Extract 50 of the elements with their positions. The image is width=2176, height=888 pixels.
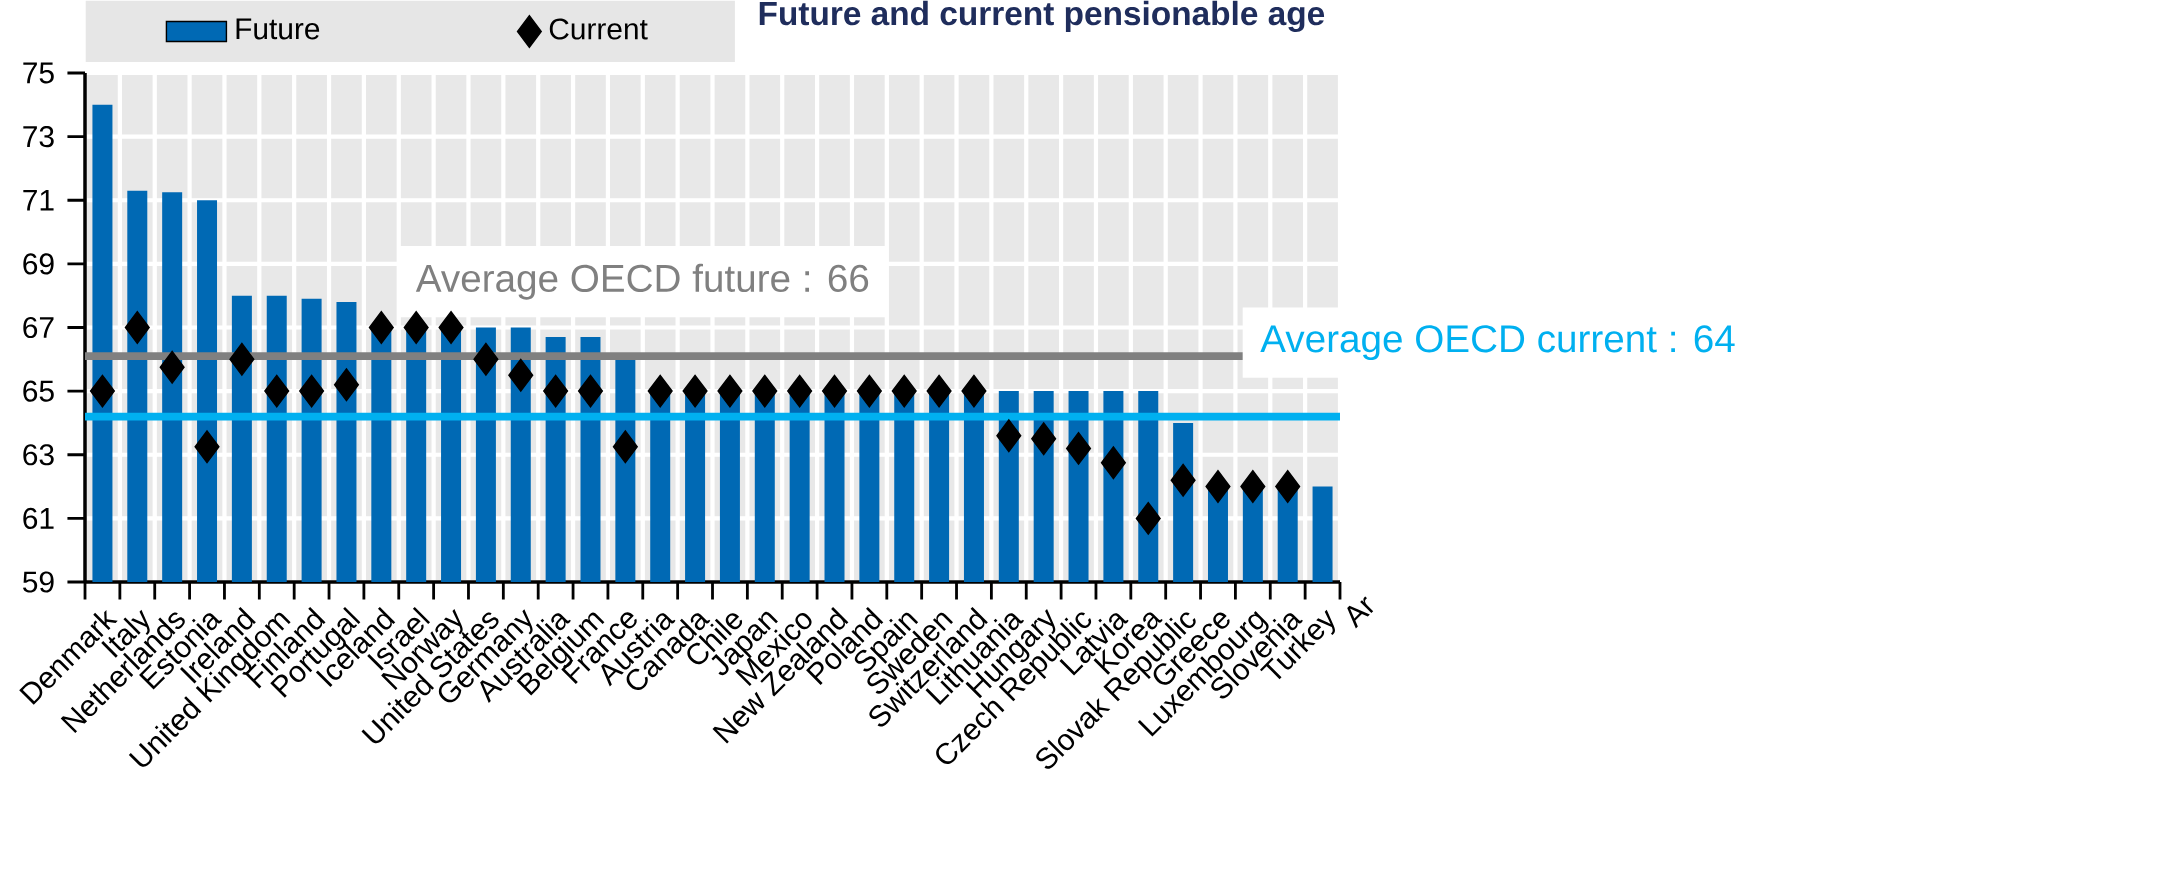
- point: [647, 374, 673, 408]
- point: [89, 374, 116, 408]
- y-tick-label: 69: [23, 253, 54, 275]
- point: [1240, 470, 1266, 504]
- y-tick-label: 73: [23, 126, 54, 148]
- y-tick-label: 63: [23, 444, 54, 466]
- ref-line-label: Average OECD future : 66: [415, 263, 869, 300]
- chart-title: Future and current pensionable age: [759, 0, 1325, 33]
- point: [1100, 446, 1126, 480]
- point: [229, 342, 255, 376]
- point: [124, 310, 150, 345]
- point: [856, 374, 882, 408]
- legend-label: Current: [549, 18, 648, 40]
- point: [682, 374, 708, 408]
- point: [717, 374, 743, 408]
- y-tick-label: 75: [23, 62, 54, 84]
- point: [1275, 470, 1301, 504]
- point: [612, 430, 638, 464]
- point: [961, 374, 987, 408]
- point: [1170, 463, 1196, 497]
- point: [787, 374, 813, 408]
- point: [299, 374, 325, 408]
- point: [752, 374, 778, 408]
- point: [159, 350, 185, 384]
- y-tick-label: 71: [23, 189, 54, 211]
- point: [473, 342, 499, 376]
- point: [368, 310, 394, 345]
- point: [821, 374, 848, 408]
- point: [577, 374, 604, 408]
- point: [508, 358, 534, 392]
- point: [194, 430, 220, 464]
- legend-label: Future: [236, 18, 320, 40]
- point: [543, 374, 569, 408]
- point: [1031, 422, 1057, 456]
- point: [333, 368, 360, 402]
- point: [403, 310, 429, 345]
- point: [1205, 470, 1231, 504]
- y-tick-label: 61: [23, 507, 54, 529]
- point: [891, 374, 917, 408]
- point: [1065, 431, 1092, 465]
- point: [996, 419, 1022, 453]
- ref-line-label: Average OECD current : 64: [1260, 325, 1735, 361]
- point: [1135, 501, 1161, 535]
- x-tick-label: Ar: [1347, 596, 1374, 629]
- y-tick-label: 67: [23, 316, 54, 339]
- point: [926, 374, 952, 408]
- point: [264, 374, 290, 408]
- point: [438, 310, 464, 345]
- y-tick-label: 65: [23, 380, 54, 402]
- y-tick-label: 59: [23, 571, 54, 593]
